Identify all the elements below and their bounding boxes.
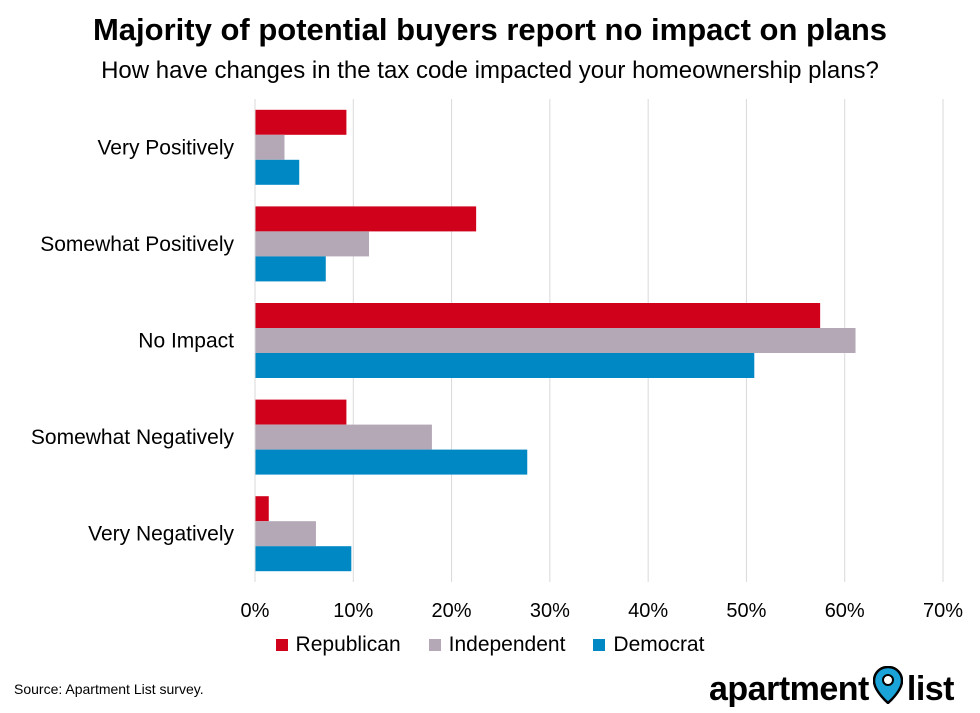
bar-independent — [255, 134, 285, 160]
source-note: Source: Apartment List survey. — [14, 681, 204, 697]
bar-republican — [255, 496, 269, 522]
legend-item-democrat: Democrat — [593, 633, 704, 657]
category-label: Very Negatively — [88, 523, 234, 546]
legend-label-republican: Republican — [295, 633, 401, 656]
x-tick-label: 0% — [241, 600, 270, 622]
x-tick-label: 10% — [333, 600, 373, 622]
bar-independent — [255, 424, 432, 450]
x-tick-label: 40% — [628, 600, 668, 622]
legend-item-independent: Independent — [428, 633, 566, 657]
bar-republican — [255, 109, 347, 135]
bar-democrat — [255, 256, 326, 282]
x-tick-label: 20% — [432, 600, 472, 622]
x-tick-label: 60% — [825, 600, 865, 622]
x-tick-label: 50% — [726, 600, 766, 622]
category-label: Somewhat Negatively — [31, 426, 235, 449]
category-label: Somewhat Positively — [40, 233, 234, 256]
chart-title: Majority of potential buyers report no i… — [92, 12, 888, 47]
legend-swatch-independent — [428, 639, 441, 651]
bar-republican — [255, 399, 347, 425]
legend-label-democrat: Democrat — [613, 633, 705, 656]
logo-word-apartment: apartment — [709, 670, 869, 708]
category-label: Very Positively — [97, 136, 234, 159]
logo-word-list: list — [906, 670, 955, 708]
legend-swatch-democrat — [593, 639, 606, 651]
category-label: No Impact — [138, 330, 234, 353]
legend: Republican Independent Democrat — [0, 633, 980, 657]
bar-democrat — [255, 353, 755, 378]
bar-democrat — [255, 159, 300, 185]
legend-swatch-republican — [275, 639, 288, 651]
bar-democrat — [255, 449, 528, 475]
apartment-list-logo: apartment list — [709, 665, 955, 713]
legend-label-independent: Independent — [448, 633, 566, 656]
x-tick-label: 70% — [923, 600, 963, 622]
bar-republican — [255, 206, 477, 232]
bar-democrat — [255, 546, 352, 572]
legend-item-republican: Republican — [275, 633, 401, 657]
bar-independent — [255, 521, 316, 547]
bar-republican — [255, 303, 821, 328]
bar-independent — [255, 328, 856, 353]
bar-independent — [255, 231, 370, 257]
x-tick-label: 30% — [530, 600, 570, 622]
map-pin-icon — [872, 665, 904, 713]
chart-subtitle: How have changes in the tax code impacte… — [101, 57, 879, 84]
